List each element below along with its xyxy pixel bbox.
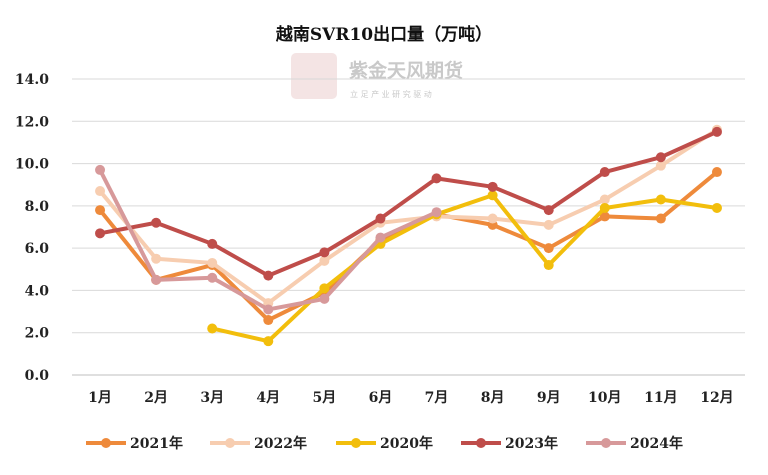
y-tick-label: 8.0: [25, 199, 50, 215]
data-point: [487, 190, 498, 201]
watermark-brand: 紫金天风期货: [349, 59, 463, 82]
data-point: [263, 336, 274, 347]
x-tick-label: 6月: [369, 390, 393, 406]
x-axis-tick-labels: 1月 2月 3月 4月 5月 6月 7月 8月 9月 10月 11月 12月: [88, 390, 734, 406]
legend-marker: [601, 438, 611, 448]
legend-item: 2023年: [461, 435, 558, 452]
data-point: [543, 219, 554, 230]
data-point: [319, 293, 330, 304]
series-2024年: [95, 164, 442, 315]
x-tick-label: 11月: [644, 390, 677, 406]
data-point: [599, 167, 610, 178]
x-tick-label: 1月: [88, 390, 112, 406]
watermark: 紫金天风期货 立 足 产 业 研 究 驱 动: [291, 53, 463, 99]
x-tick-label: 9月: [537, 390, 561, 406]
y-tick-label: 12.0: [15, 114, 49, 130]
data-point: [319, 255, 330, 266]
legend-label: 2021年: [130, 435, 183, 452]
y-axis-tick-labels: 0.0 2.0 4.0 6.0 8.0 10.0 12.0 14.0: [15, 72, 49, 384]
legend-item: 2024年: [586, 435, 683, 452]
data-point: [207, 238, 218, 249]
data-point: [711, 202, 722, 213]
legend-marker: [476, 438, 486, 448]
data-point: [431, 173, 442, 184]
series-group: [95, 124, 722, 347]
series-2021年: [95, 167, 722, 326]
data-point: [95, 228, 106, 239]
data-point: [655, 160, 666, 171]
legend-label: 2022年: [254, 435, 307, 452]
y-tick-label: 4.0: [25, 283, 50, 299]
data-point: [375, 232, 386, 243]
data-point: [543, 243, 554, 254]
data-point: [487, 181, 498, 192]
series-2023年: [95, 126, 722, 281]
y-tick-label: 10.0: [15, 157, 49, 173]
data-point: [151, 253, 162, 264]
data-point: [599, 211, 610, 222]
x-tick-label: 10月: [588, 390, 621, 406]
data-point: [599, 202, 610, 213]
legend: 2021年 2022年 2020年 2023年 2024年: [86, 435, 683, 452]
data-point: [711, 126, 722, 137]
data-point: [151, 274, 162, 285]
legend-marker: [351, 438, 361, 448]
data-point: [319, 247, 330, 258]
data-point: [487, 213, 498, 224]
y-tick-label: 14.0: [15, 72, 49, 88]
data-point: [599, 194, 610, 205]
data-point: [319, 283, 330, 294]
legend-label: 2020年: [380, 435, 433, 452]
data-point: [95, 205, 106, 216]
watermark-slogan: 立 足 产 业 研 究 驱 动: [350, 89, 432, 99]
legend-item: 2020年: [336, 435, 433, 452]
data-point: [543, 260, 554, 271]
data-point: [655, 152, 666, 163]
x-tick-label: 2月: [144, 390, 168, 406]
y-tick-label: 0.0: [25, 368, 50, 384]
data-point: [375, 213, 386, 224]
legend-item: 2021年: [86, 435, 183, 452]
watermark-seal-icon: [291, 53, 337, 99]
series-line: [98, 129, 719, 278]
series-line: [98, 170, 719, 323]
y-tick-label: 2.0: [25, 326, 50, 342]
data-point: [207, 272, 218, 283]
data-point: [263, 270, 274, 281]
series-line: [98, 127, 719, 306]
x-tick-label: 7月: [425, 390, 449, 406]
legend-item: 2022年: [210, 435, 307, 452]
data-point: [95, 186, 106, 197]
data-point: [711, 167, 722, 178]
data-point: [431, 207, 442, 218]
data-point: [151, 217, 162, 228]
legend-label: 2023年: [505, 435, 558, 452]
data-point: [95, 164, 106, 175]
data-point: [263, 304, 274, 315]
legend-marker: [225, 438, 235, 448]
data-point: [655, 213, 666, 224]
data-point: [207, 257, 218, 268]
x-tick-label: 4月: [256, 390, 280, 406]
x-tick-label: 12月: [700, 390, 733, 406]
x-tick-label: 8月: [481, 390, 505, 406]
data-point: [543, 205, 554, 216]
gridlines: [72, 78, 745, 334]
y-tick-label: 6.0: [25, 241, 50, 257]
data-point: [207, 323, 218, 334]
legend-marker: [101, 438, 111, 448]
data-point: [655, 194, 666, 205]
data-point: [263, 315, 274, 326]
chart-title: 越南SVR10出口量（万吨）: [275, 24, 492, 45]
x-tick-label: 3月: [200, 390, 224, 406]
legend-label: 2024年: [630, 435, 683, 452]
x-tick-label: 5月: [313, 390, 337, 406]
series-line: [210, 193, 719, 344]
